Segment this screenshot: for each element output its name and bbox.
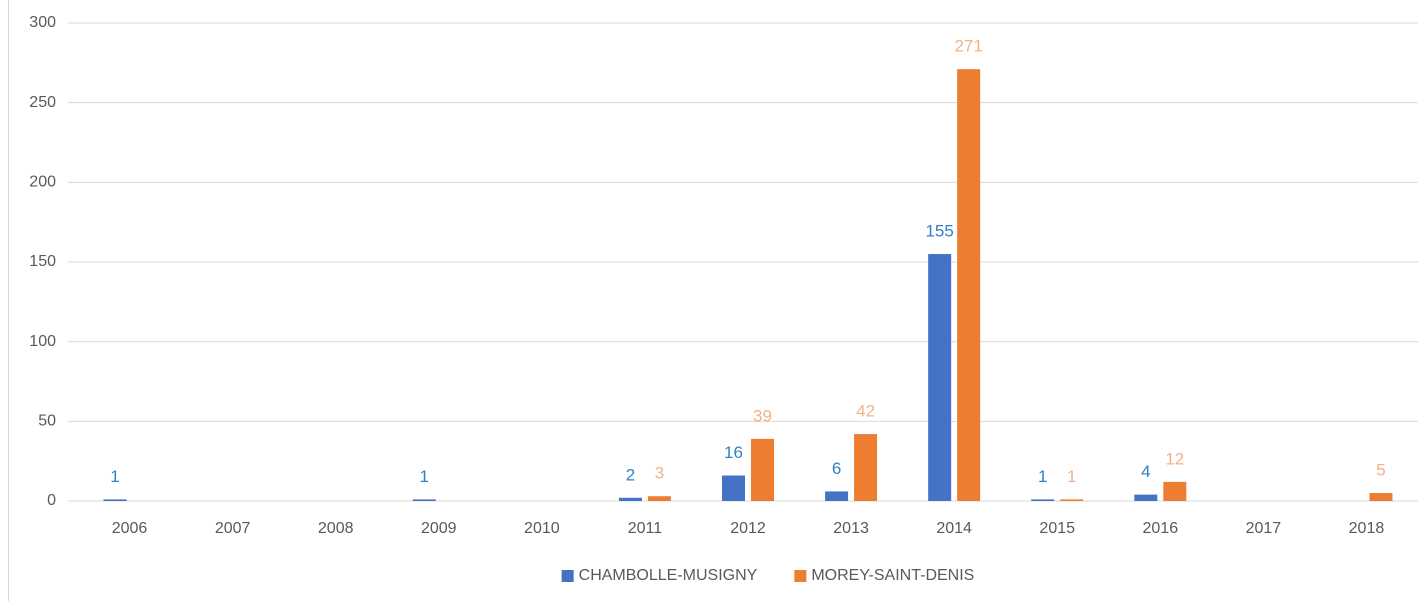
data-label: 3	[655, 464, 664, 483]
bar	[928, 254, 952, 501]
data-label: 39	[753, 406, 772, 425]
x-tick-label: 2008	[318, 520, 354, 537]
y-tick-label: 0	[47, 492, 56, 509]
y-tick-label: 150	[29, 253, 56, 270]
data-label: 12	[1165, 449, 1184, 468]
legend-swatch	[561, 570, 574, 582]
bar	[618, 497, 642, 501]
bar	[722, 475, 745, 501]
x-tick-label: 2017	[1246, 520, 1282, 537]
data-label: 1	[1038, 467, 1047, 486]
x-tick-label: 2006	[112, 520, 148, 537]
y-tick-label: 50	[38, 413, 56, 430]
bar	[412, 499, 436, 501]
data-label: 2	[626, 465, 635, 484]
y-tick-label: 200	[29, 174, 56, 191]
data-label: 1	[420, 467, 429, 486]
bar	[1369, 493, 1393, 501]
bar	[957, 69, 981, 501]
legend-swatch	[794, 570, 807, 582]
bar	[647, 496, 671, 501]
data-label: 1	[1067, 467, 1076, 486]
data-label: 4	[1141, 462, 1150, 481]
legend-label: MOREY-SAINT-DENIS	[811, 567, 974, 584]
data-label: 155	[925, 222, 953, 241]
x-tick-label: 2007	[215, 520, 251, 537]
y-tick-label: 300	[29, 14, 56, 31]
bar	[1163, 481, 1187, 501]
bar	[103, 499, 127, 501]
data-label: 16	[724, 443, 743, 462]
bar	[1031, 499, 1055, 501]
x-tick-label: 2018	[1349, 520, 1385, 537]
bar	[854, 434, 878, 501]
x-tick-label: 2016	[1143, 520, 1179, 537]
x-tick-label: 2015	[1039, 520, 1075, 537]
data-label: 1	[110, 467, 119, 486]
x-tick-label: 2009	[421, 520, 457, 537]
bar	[825, 491, 849, 501]
data-label: 6	[832, 459, 841, 478]
data-label: 5	[1376, 461, 1385, 480]
legend-label: CHAMBOLLE-MUSIGNY	[579, 567, 758, 584]
y-tick-label: 250	[29, 94, 56, 111]
data-label: 271	[954, 37, 982, 56]
x-tick-label: 2010	[524, 520, 560, 537]
data-label: 42	[856, 402, 875, 421]
x-tick-label: 2011	[628, 520, 663, 537]
x-tick-label: 2014	[936, 520, 972, 537]
x-tick-label: 2012	[730, 520, 766, 537]
x-tick-label: 2013	[833, 520, 869, 537]
bar	[1060, 499, 1084, 501]
y-tick-label: 100	[29, 333, 56, 350]
bar	[751, 438, 774, 501]
bar	[1134, 494, 1158, 501]
